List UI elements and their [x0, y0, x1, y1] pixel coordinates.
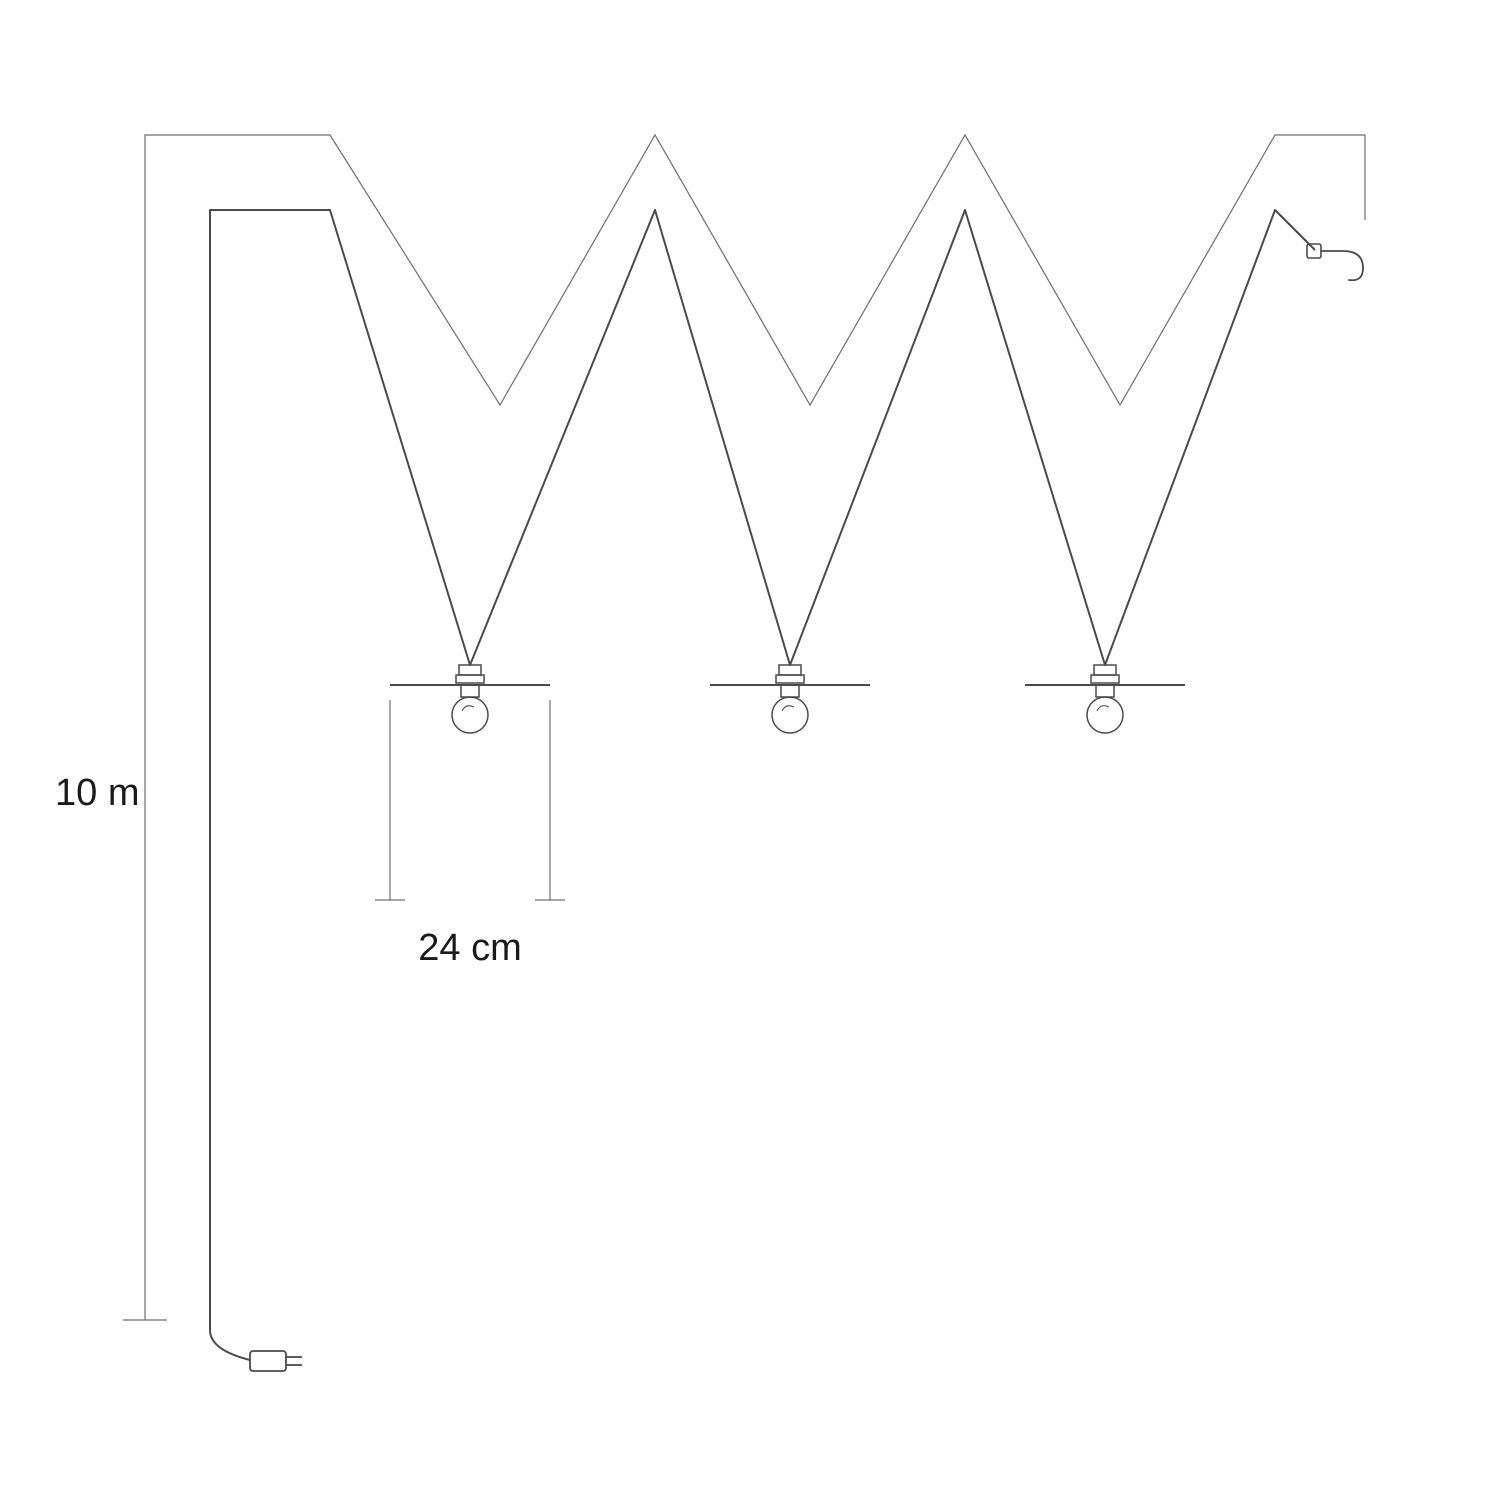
- socket-neck: [461, 685, 479, 697]
- socket-ring: [456, 675, 484, 683]
- plug-cable: [210, 1330, 250, 1360]
- bulb-highlight: [782, 706, 794, 711]
- socket-ring: [776, 675, 804, 683]
- bulb-highlight: [1097, 706, 1109, 711]
- socket-ring: [779, 665, 801, 675]
- bulb-highlight: [462, 706, 474, 711]
- bulb-icon: [1087, 697, 1123, 733]
- hook-cap: [1307, 244, 1321, 258]
- plug-icon: [250, 1351, 286, 1371]
- cable-path: [210, 210, 1315, 1330]
- dimension-line-total: [145, 135, 1365, 1320]
- technical-diagram: 10 m 24 cm: [0, 0, 1500, 1500]
- socket-neck: [1096, 685, 1114, 697]
- socket-ring: [1091, 675, 1119, 683]
- hook-icon: [1321, 251, 1363, 280]
- bulb-icon: [452, 697, 488, 733]
- label-shade-width: 24 cm: [418, 927, 521, 969]
- socket-ring: [459, 665, 481, 675]
- socket-ring: [1094, 665, 1116, 675]
- socket-neck: [781, 685, 799, 697]
- bulb-icon: [772, 697, 808, 733]
- label-total-length: 10 m: [55, 772, 139, 814]
